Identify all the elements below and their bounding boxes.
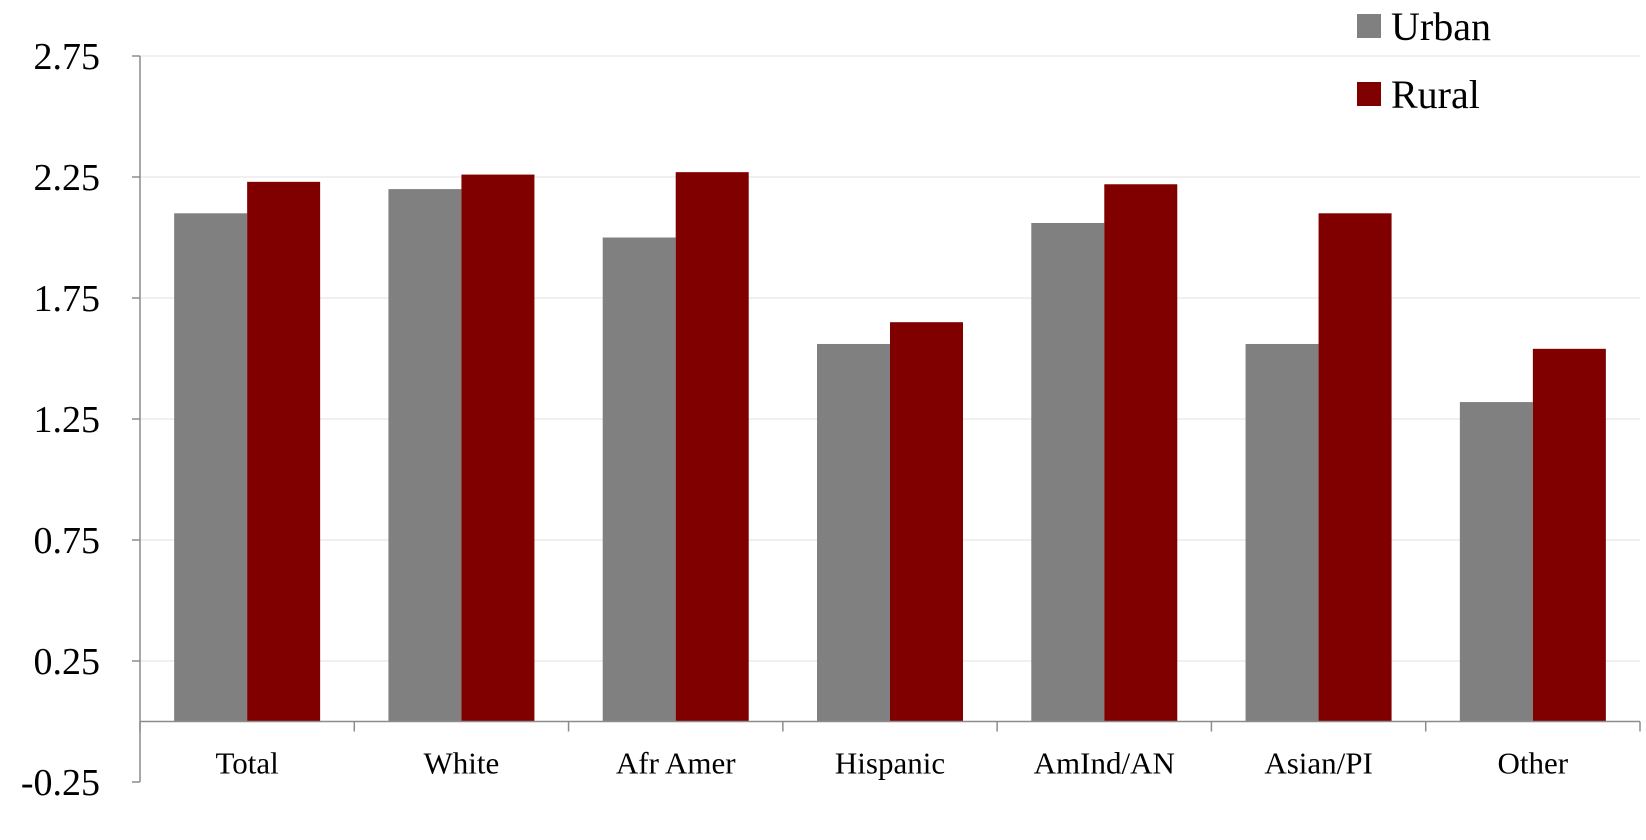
bar-rural-asian-pi — [1318, 213, 1392, 722]
bar-urban-afr-amer — [602, 237, 676, 722]
bar-rural-total — [247, 181, 321, 722]
bar-rural-hispanic — [890, 322, 963, 722]
y-tick-label: 0.25 — [34, 641, 101, 683]
bar-rural-afr-amer — [675, 172, 749, 722]
legend-swatch — [1357, 82, 1381, 106]
legend-item-rural: Rural — [1357, 72, 1480, 117]
x-tick-label: AmInd/AN — [1034, 746, 1175, 781]
bar-urban-other — [1459, 402, 1533, 722]
legend-label: Rural — [1391, 72, 1480, 117]
y-tick-label: -0.25 — [21, 762, 100, 804]
legend-label: Urban — [1391, 4, 1491, 49]
legend-swatch — [1357, 14, 1381, 38]
x-tick-label: White — [424, 746, 500, 781]
y-tick-label: 1.75 — [34, 278, 101, 320]
x-tick-label: Hispanic — [835, 746, 945, 781]
x-tick-label: Afr Amer — [616, 746, 736, 781]
y-tick-label: 1.25 — [34, 399, 101, 441]
bar-urban-amind-an — [1031, 222, 1105, 722]
y-tick-labels: 2.75 2.25 1.75 1.25 0.75 0.25 -0.25 — [21, 36, 100, 804]
y-tick-label: 2.75 — [34, 36, 101, 78]
bar-urban-hispanic — [817, 343, 890, 722]
y-tick-label: 2.25 — [34, 157, 101, 199]
bar-urban-total — [174, 213, 248, 722]
bar-urban-asian-pi — [1245, 343, 1319, 722]
bar-rural-other — [1532, 348, 1606, 722]
axes — [132, 55, 1641, 783]
x-tick-label: Asian/PI — [1264, 746, 1373, 781]
x-tick-labels: Total White Afr Amer Hispanic AmInd/AN Asian/… — [216, 746, 1569, 781]
x-tick-label: Other — [1498, 746, 1569, 781]
bar-urban-white — [388, 189, 462, 722]
bar-rural-white — [461, 174, 535, 722]
legend: Urban Rural — [1357, 4, 1491, 117]
legend-item-urban: Urban — [1357, 4, 1491, 49]
bar-rural-amind-an — [1104, 184, 1178, 722]
x-tick-label: Total — [216, 746, 279, 781]
y-tick-label: 0.75 — [34, 520, 101, 562]
bars — [174, 172, 1606, 722]
